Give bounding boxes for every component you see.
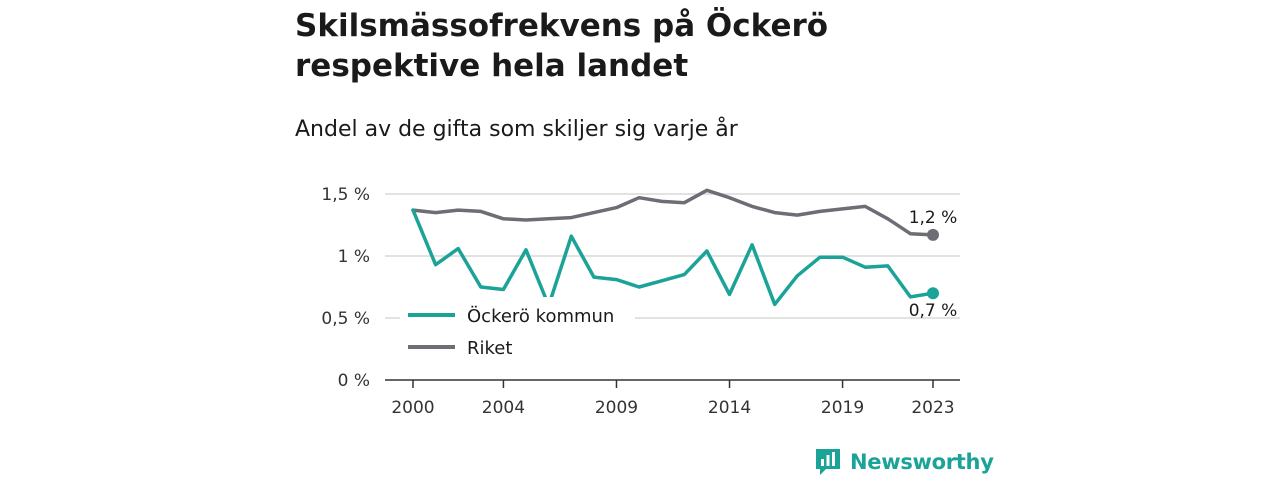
legend-label: Riket: [467, 338, 512, 359]
end-label-riket: 1,2 %: [909, 208, 958, 228]
x-tick-label: 2009: [595, 398, 638, 418]
brand-name: Newsworthy: [850, 450, 994, 474]
series-lines: [411, 188, 939, 308]
y-tick-label: 1,5 %: [321, 185, 370, 205]
legend: Öckerö kommun Riket: [400, 297, 635, 367]
y-tick-label: 0,5 %: [321, 309, 370, 329]
series-end-marker: [927, 287, 939, 300]
y-tick-label: 0 %: [338, 371, 370, 391]
chart-title: Skilsmässofrekvens på Öckerö respektive …: [295, 8, 829, 84]
y-tick-label: 1 %: [338, 247, 370, 267]
newsworthy-logo-icon: [816, 449, 840, 475]
newsworthy-logo: Newsworthy: [814, 446, 994, 478]
x-tick-label: 2023: [911, 398, 954, 418]
legend-background: [400, 297, 635, 367]
x-tick-label: 2000: [391, 398, 434, 418]
end-labels: 1,2 % 0,7 %: [909, 208, 958, 321]
series-end-marker: [927, 228, 939, 241]
x-tick-label: 2014: [708, 398, 751, 418]
x-tick-label: 2004: [482, 398, 525, 418]
x-tick-label: 2019: [821, 398, 864, 418]
series-line-ockero: [411, 208, 935, 308]
line-chart: 0 % 0,5 % 1 % 1,5 % 2000 2004 2009 2014 2019 202…: [321, 185, 960, 418]
y-axis-tick-labels: 0 % 0,5 % 1 % 1,5 %: [321, 185, 370, 391]
end-label-ockero: 0,7 %: [909, 301, 958, 321]
chart-subtitle: Andel av de gifta som skiljer sig varje …: [295, 117, 738, 142]
series-line-riket: [411, 188, 935, 237]
legend-label: Öckerö kommun: [467, 305, 614, 327]
x-axis: 2000 2004 2009 2014 2019 2023: [385, 379, 960, 418]
